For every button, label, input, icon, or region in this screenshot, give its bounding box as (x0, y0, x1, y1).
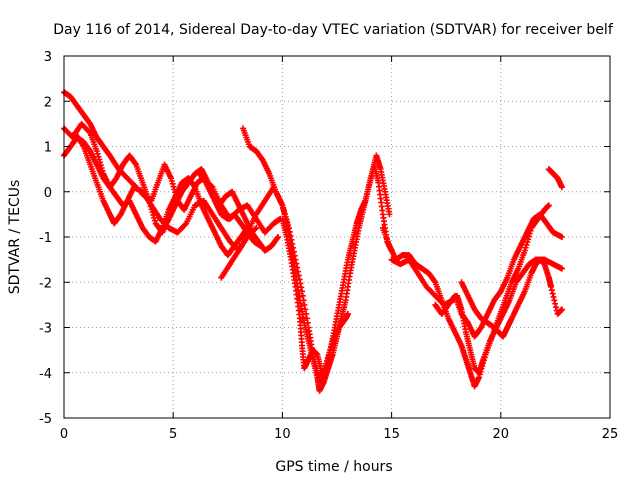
data-point-marker (86, 128, 93, 135)
y-tick-label: 0 (44, 186, 52, 201)
data-point-marker (344, 310, 351, 317)
data-point-marker (191, 183, 198, 190)
series-sat-l (545, 166, 565, 191)
y-tick-label: -1 (39, 231, 52, 246)
data-point-marker (275, 234, 282, 240)
tick-marks (63, 55, 611, 419)
y-tick-label: 3 (44, 50, 52, 65)
data-point-marker (301, 301, 308, 308)
data-point-marker (523, 241, 530, 248)
x-tick-label: 0 (60, 427, 68, 442)
series-sat-m (196, 170, 282, 254)
data-point-marker (95, 153, 102, 160)
data-point-marker (93, 148, 100, 155)
data-point-marker (545, 202, 552, 209)
data-point-marker (299, 288, 306, 295)
x-tick-label: 25 (602, 427, 619, 442)
data-point-marker (521, 247, 528, 254)
y-tick-label: -5 (39, 412, 52, 427)
data-point-marker (132, 160, 139, 167)
data-point-marker (522, 244, 529, 251)
data-point-marker (558, 306, 565, 313)
data-point-marker (169, 180, 176, 187)
data-point-marker (94, 150, 101, 157)
y-tick-labels: -5 -4 -3 -2 -1 0 1 2 3 (39, 50, 52, 427)
series-sat-k (458, 256, 565, 340)
data-point-marker (558, 184, 565, 191)
data-point-marker (524, 239, 531, 246)
data-point-marker (253, 224, 260, 231)
data-point-marker (151, 217, 158, 224)
y-axis-label: SDTVAR / TECUs (7, 180, 23, 295)
data-point-marker (182, 221, 189, 228)
data-point-marker (548, 287, 555, 294)
x-tick-label: 10 (274, 427, 291, 442)
x-axis-label: GPS time / hours (275, 459, 392, 475)
x-tick-label: 20 (493, 427, 510, 442)
data-point-marker (558, 265, 565, 272)
y-tick-label: -2 (39, 276, 52, 291)
series-sat-g (279, 161, 395, 376)
data-point-marker (552, 304, 559, 311)
y-tick-label: -3 (39, 322, 52, 337)
data-point-marker (303, 315, 310, 322)
data-point-marker (548, 283, 555, 290)
y-tick-label: 2 (44, 95, 52, 110)
y-tick-label: 1 (44, 141, 52, 156)
data-point-marker (274, 235, 281, 242)
data-point-marker (549, 290, 556, 297)
data-point-marker (550, 293, 557, 300)
data-point-marker (170, 183, 177, 190)
data-point-marker (168, 175, 175, 182)
x-tick-label: 15 (383, 427, 400, 442)
x-tick-label: 5 (169, 427, 177, 442)
data-point-marker (386, 211, 393, 218)
data-point-marker (431, 278, 438, 285)
data-point-marker (558, 234, 565, 240)
data-point-marker (552, 300, 559, 307)
data-markers (61, 89, 565, 394)
y-tick-label: -4 (39, 367, 52, 382)
data-point-marker (168, 178, 175, 185)
x-tick-labels: 0 5 10 15 20 25 (60, 427, 618, 442)
data-point-marker (299, 292, 306, 299)
chart-title: Day 116 of 2014, Sidereal Day-to-day VTE… (53, 22, 614, 38)
data-point-marker (551, 297, 558, 304)
